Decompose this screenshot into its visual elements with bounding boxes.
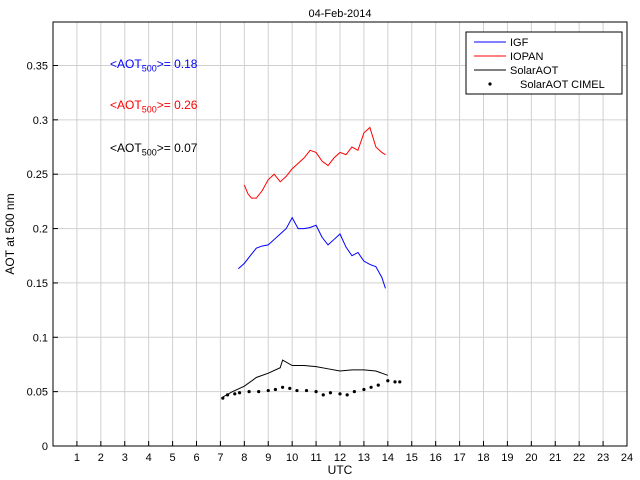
x-tick-label: 11 (310, 452, 321, 464)
x-tick-label: 6 (193, 452, 199, 464)
x-tick-label: 13 (358, 452, 370, 464)
data-point-solaraot-cimel (328, 391, 333, 395)
legend-label-solaraot: SolarAOT (510, 65, 559, 77)
annotation-suffix: >= 0.18 (156, 57, 198, 71)
y-tick-label: 0.05 (27, 387, 48, 399)
x-tick-label: 15 (406, 452, 418, 464)
data-point-solaraot-cimel (237, 391, 242, 395)
data-point-solaraot-cimel (266, 388, 270, 393)
x-tick-label: 17 (453, 452, 465, 464)
y-tick-label: 0.15 (27, 278, 48, 290)
data-point-solaraot-cimel (376, 383, 380, 387)
data-point-solaraot-cimel (273, 387, 278, 392)
data-point-solaraot-cimel (338, 392, 342, 396)
x-tick-label: 10 (286, 452, 298, 464)
data-point-solaraot-cimel (295, 388, 299, 393)
x-tick-label: 3 (122, 452, 128, 464)
data-point-solaraot-cimel (386, 379, 390, 383)
annotation-igf-mean: <AOT500>= 0.18 (110, 57, 197, 73)
data-point-solaraot-cimel (233, 392, 237, 396)
x-tick-label: 4 (146, 452, 152, 464)
data-point-solaraot-cimel (369, 385, 373, 389)
data-point-solaraot-cimel (393, 380, 397, 384)
x-tick-label: 5 (170, 452, 176, 464)
x-tick-label: 19 (501, 452, 513, 464)
legend-label-solaraot-cimel: SolarAOT CIMEL (520, 79, 605, 91)
x-tick-label: 23 (597, 452, 609, 464)
annotation-suffix: >= 0.07 (156, 141, 198, 155)
y-tick-label: 0 (42, 441, 48, 453)
annotation-suffix: >= 0.26 (156, 98, 198, 112)
x-tick-label: 7 (217, 452, 223, 464)
annotation-prefix: <AOT (110, 98, 142, 112)
data-point-solaraot-cimel (247, 390, 251, 394)
annotation-iopan-mean: <AOT500>= 0.26 (110, 98, 197, 114)
x-tick-label: 14 (382, 452, 394, 464)
y-tick-label: 0.2 (33, 224, 48, 236)
data-point-solaraot-cimel (321, 393, 325, 397)
y-tick-label: 0.25 (27, 169, 48, 181)
data-point-solaraot-cimel (345, 393, 349, 397)
series-line-iopan (243, 126, 386, 199)
y-tick-label: 0.1 (33, 332, 48, 344)
data-point-solaraot-cimel (362, 387, 366, 392)
x-tick-label: 20 (525, 452, 537, 464)
chart-title: 04-Feb-2014 (309, 8, 372, 20)
data-point-solaraot-cimel (352, 390, 356, 394)
annotation-prefix: <AOT (110, 57, 142, 71)
series-line-solaraot (222, 359, 389, 398)
annotation-sub: 500 (141, 63, 157, 74)
legend-swatch-solaraot-cimel (488, 82, 492, 86)
x-tick-label: 18 (477, 452, 489, 464)
data-point-solaraot-cimel (288, 386, 292, 390)
legend-label-iopan: IOPAN (510, 51, 543, 63)
x-tick-label: 22 (573, 452, 585, 464)
x-tick-label: 16 (430, 452, 442, 464)
x-tick-label: 12 (334, 452, 346, 464)
data-point-solaraot-cimel (221, 396, 225, 400)
x-tick-label: 24 (621, 452, 633, 464)
annotation-sub: 500 (141, 104, 157, 115)
data-point-solaraot-cimel (304, 388, 309, 393)
annotation-solaraot-mean: <AOT500>= 0.07 (110, 141, 197, 157)
data-point-solaraot-cimel (281, 385, 285, 389)
data-point-solaraot-cimel (398, 380, 402, 384)
y-tick-label: 0.3 (33, 115, 48, 127)
data-point-solaraot-cimel (314, 390, 318, 394)
plot-frame (52, 21, 628, 447)
x-axis-label: UTC (328, 463, 353, 477)
x-tick-label: 8 (241, 452, 247, 464)
x-tick-label: 9 (265, 452, 271, 464)
series-line-igf (238, 216, 386, 289)
data-point-solaraot-cimel (225, 393, 230, 397)
x-tick-label: 1 (74, 452, 80, 464)
x-tick-label: 21 (549, 452, 561, 464)
legend-label-igf: IGF (510, 37, 529, 49)
x-tick-label: 2 (98, 452, 104, 464)
y-tick-label: 0.35 (27, 60, 48, 72)
data-point-solaraot-cimel (257, 390, 261, 394)
y-axis-label: AOT at 500 nm (3, 193, 17, 274)
annotation-prefix: <AOT (110, 141, 142, 155)
annotation-sub: 500 (141, 147, 157, 158)
